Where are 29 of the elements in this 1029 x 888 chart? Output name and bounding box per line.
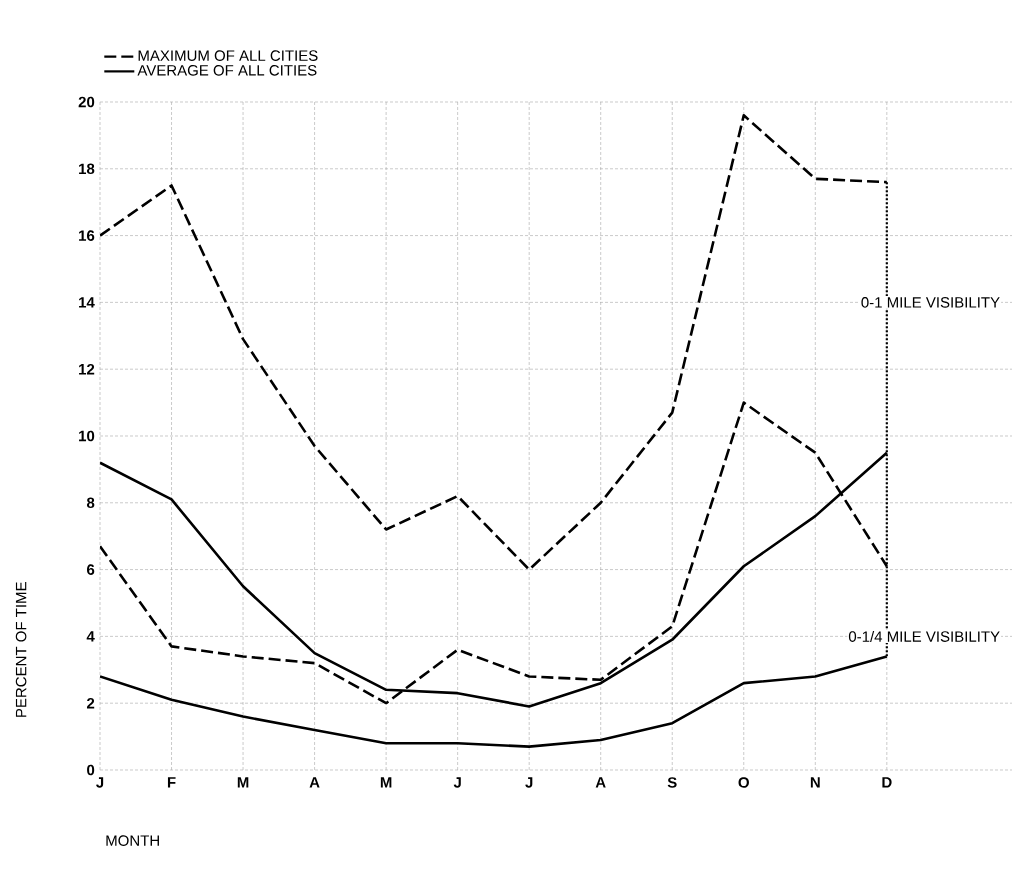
x-tick-label: S [667, 777, 677, 788]
y-tick-label: 20 [78, 96, 95, 108]
y-axis-title: PERCENT OF TIME [15, 582, 27, 717]
y-tick-label: 2 [86, 697, 95, 709]
x-tick-label: J [453, 777, 461, 788]
x-tick-label: M [237, 777, 249, 788]
legend-label: MAXIMUM OF ALL CITIES [138, 50, 318, 61]
x-tick-label: O [738, 777, 749, 788]
x-tick-label: J [96, 777, 104, 788]
y-tick-label: 4 [86, 631, 95, 642]
y-tick-label: 16 [79, 230, 95, 241]
x-axis-title: MONTH [106, 835, 159, 846]
annotation: 0-1 MILE VISIBILITY [861, 297, 1000, 308]
y-tick-label: 8 [86, 497, 95, 509]
x-tick-label: N [810, 777, 820, 788]
y-tick-label: 12 [79, 363, 95, 375]
x-tick-label: M [380, 777, 392, 788]
y-tick-label: 0 [87, 764, 95, 776]
x-tick-label: A [309, 777, 320, 788]
y-tick-label: 6 [87, 564, 95, 575]
y-tick-label: 18 [79, 163, 95, 175]
y-tick-label: 10 [79, 430, 95, 442]
x-tick-label: A [595, 777, 606, 788]
legend-label: AVERAGE OF ALL CITIES [137, 65, 317, 76]
annotation: 0-1/4 MILE VISIBILITY [848, 630, 1000, 642]
x-tick-label: F [167, 777, 176, 788]
x-tick-label: D [882, 777, 892, 788]
x-tick-label: J [525, 777, 533, 788]
y-tick-label: 14 [79, 297, 95, 308]
